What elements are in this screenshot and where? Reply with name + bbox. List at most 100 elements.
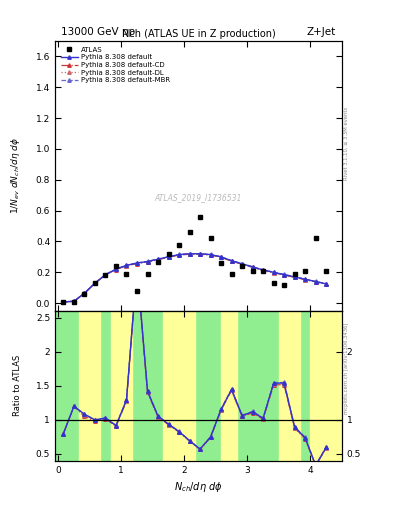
ATLAS bbox=[124, 271, 129, 277]
Pythia 8.308 default bbox=[72, 298, 76, 304]
Pythia 8.308 default bbox=[324, 281, 329, 287]
Pythia 8.308 default bbox=[166, 254, 171, 260]
Pythia 8.308 default-DL bbox=[282, 272, 286, 278]
Pythia 8.308 default bbox=[282, 271, 286, 278]
Bar bbox=[163, 311, 195, 461]
Pythia 8.308 default-CD bbox=[261, 267, 265, 273]
Pythia 8.308 default-DL bbox=[250, 264, 255, 270]
Bar bbox=[221, 311, 237, 461]
Pythia 8.308 default-DL bbox=[82, 290, 87, 296]
ATLAS bbox=[114, 263, 118, 269]
ATLAS bbox=[82, 291, 87, 297]
ATLAS bbox=[61, 298, 66, 305]
ATLAS bbox=[324, 268, 329, 274]
Pythia 8.308 default bbox=[82, 290, 87, 296]
Bar bbox=[111, 311, 132, 461]
Pythia 8.308 default bbox=[303, 276, 307, 282]
Pythia 8.308 default-MBR bbox=[82, 290, 87, 296]
Pythia 8.308 default-DL bbox=[303, 276, 307, 283]
Y-axis label: $1/N_{ev}\ dN_{ch}/d\eta\ d\phi$: $1/N_{ev}\ dN_{ch}/d\eta\ d\phi$ bbox=[9, 137, 22, 215]
Pythia 8.308 default bbox=[313, 279, 318, 285]
ATLAS bbox=[250, 268, 255, 274]
Pythia 8.308 default-DL bbox=[135, 260, 140, 266]
Pythia 8.308 default-DL bbox=[208, 252, 213, 258]
Pythia 8.308 default-DL bbox=[198, 251, 202, 257]
Pythia 8.308 default-MBR bbox=[166, 253, 171, 260]
ATLAS bbox=[72, 298, 76, 305]
Pythia 8.308 default-MBR bbox=[124, 262, 129, 268]
Pythia 8.308 default bbox=[229, 258, 234, 264]
Pythia 8.308 default-CD bbox=[229, 258, 234, 264]
Pythia 8.308 default-DL bbox=[261, 267, 265, 273]
Legend: ATLAS, Pythia 8.308 default, Pythia 8.308 default-CD, Pythia 8.308 default-DL, P: ATLAS, Pythia 8.308 default, Pythia 8.30… bbox=[59, 45, 173, 86]
Pythia 8.308 default-CD bbox=[145, 259, 150, 265]
Pythia 8.308 default-DL bbox=[156, 257, 160, 263]
Pythia 8.308 default-DL bbox=[72, 298, 76, 304]
Text: mcplots.cern.ch [arXiv:1306.3436]: mcplots.cern.ch [arXiv:1306.3436] bbox=[344, 323, 349, 414]
Pythia 8.308 default-CD bbox=[114, 266, 118, 272]
Pythia 8.308 default-MBR bbox=[61, 299, 66, 305]
Pythia 8.308 default-CD bbox=[303, 276, 307, 283]
Pythia 8.308 default-DL bbox=[61, 299, 66, 305]
Pythia 8.308 default-DL bbox=[145, 259, 150, 265]
Pythia 8.308 default-CD bbox=[187, 251, 192, 258]
Pythia 8.308 default-DL bbox=[114, 266, 118, 272]
Pythia 8.308 default-MBR bbox=[103, 271, 108, 278]
X-axis label: $N_{ch}/d\eta\ d\phi$: $N_{ch}/d\eta\ d\phi$ bbox=[174, 480, 223, 494]
Pythia 8.308 default-MBR bbox=[72, 298, 76, 304]
Pythia 8.308 default-DL bbox=[219, 254, 223, 260]
Pythia 8.308 default bbox=[271, 269, 276, 275]
Pythia 8.308 default-CD bbox=[166, 254, 171, 261]
Pythia 8.308 default-CD bbox=[124, 263, 129, 269]
Pythia 8.308 default bbox=[103, 271, 108, 278]
Pythia 8.308 default-DL bbox=[124, 263, 129, 269]
Pythia 8.308 default-MBR bbox=[187, 250, 192, 257]
Pythia 8.308 default-CD bbox=[177, 252, 182, 258]
Title: Nch (ATLAS UE in Z production): Nch (ATLAS UE in Z production) bbox=[121, 29, 275, 39]
ATLAS bbox=[292, 271, 297, 277]
Pythia 8.308 default bbox=[61, 299, 66, 305]
Pythia 8.308 default-CD bbox=[156, 257, 160, 263]
Pythia 8.308 default-MBR bbox=[313, 279, 318, 285]
Pythia 8.308 default-CD bbox=[103, 272, 108, 278]
Pythia 8.308 default-MBR bbox=[282, 271, 286, 278]
Pythia 8.308 default bbox=[240, 261, 244, 267]
Pythia 8.308 default-MBR bbox=[229, 258, 234, 264]
ATLAS bbox=[313, 236, 318, 242]
Pythia 8.308 default-DL bbox=[93, 280, 97, 286]
Pythia 8.308 default bbox=[208, 251, 213, 258]
Pythia 8.308 default-DL bbox=[271, 269, 276, 275]
Pythia 8.308 default-DL bbox=[166, 254, 171, 260]
Pythia 8.308 default bbox=[156, 256, 160, 262]
ATLAS bbox=[156, 259, 160, 265]
Pythia 8.308 default-MBR bbox=[271, 269, 276, 275]
Pythia 8.308 default-CD bbox=[198, 251, 202, 258]
Line: Pythia 8.308 default-CD: Pythia 8.308 default-CD bbox=[62, 252, 328, 304]
ATLAS bbox=[177, 242, 182, 248]
Pythia 8.308 default bbox=[124, 262, 129, 268]
Pythia 8.308 default bbox=[145, 259, 150, 265]
Pythia 8.308 default-MBR bbox=[93, 280, 97, 286]
Text: ATLAS_2019_I1736531: ATLAS_2019_I1736531 bbox=[155, 193, 242, 202]
Pythia 8.308 default-DL bbox=[229, 258, 234, 264]
Text: Z+Jet: Z+Jet bbox=[307, 27, 336, 37]
Pythia 8.308 default-MBR bbox=[240, 261, 244, 267]
ATLAS bbox=[229, 271, 234, 277]
Pythia 8.308 default-CD bbox=[313, 279, 318, 285]
Text: Rivet 3.1.10, ≥ 3.3M events: Rivet 3.1.10, ≥ 3.3M events bbox=[344, 106, 349, 180]
Line: Pythia 8.308 default: Pythia 8.308 default bbox=[62, 252, 328, 304]
Pythia 8.308 default bbox=[187, 251, 192, 257]
Pythia 8.308 default-MBR bbox=[250, 264, 255, 270]
Pythia 8.308 default-MBR bbox=[114, 266, 118, 272]
Pythia 8.308 default bbox=[219, 254, 223, 260]
Pythia 8.308 default-DL bbox=[187, 251, 192, 257]
Pythia 8.308 default-MBR bbox=[261, 267, 265, 273]
Pythia 8.308 default bbox=[250, 264, 255, 270]
Bar bbox=[79, 311, 100, 461]
ATLAS bbox=[187, 229, 192, 236]
Pythia 8.308 default-CD bbox=[324, 281, 329, 287]
Line: ATLAS: ATLAS bbox=[61, 215, 329, 304]
Pythia 8.308 default-CD bbox=[271, 270, 276, 276]
Pythia 8.308 default-MBR bbox=[177, 251, 182, 258]
Pythia 8.308 default-MBR bbox=[156, 256, 160, 262]
